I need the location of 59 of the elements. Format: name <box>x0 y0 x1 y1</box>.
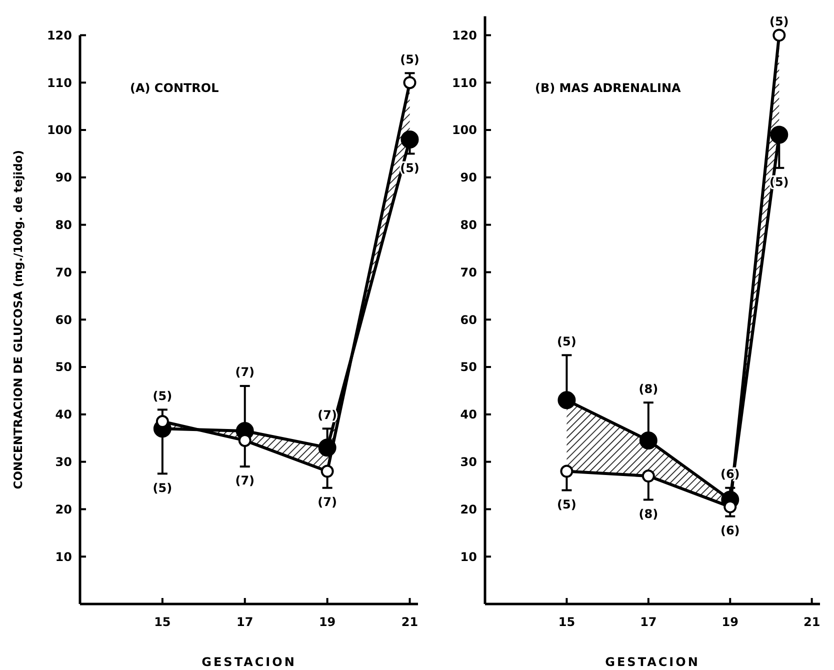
annotation: (6) <box>720 524 740 538</box>
point <box>560 464 574 478</box>
y-tick-label: 120 <box>452 28 477 42</box>
y-tick-label: 110 <box>452 76 477 90</box>
y-tick-label: 30 <box>460 455 477 469</box>
x-tick-label: 19 <box>722 615 738 629</box>
x-tick-label: 17 <box>640 615 657 629</box>
x-tick-label: 21 <box>401 615 418 629</box>
y-tick-label: 60 <box>55 312 72 327</box>
annotation: (8) <box>638 382 658 396</box>
y-tick-label: 50 <box>460 360 477 374</box>
y-tick-label: 90 <box>55 170 72 185</box>
y-axis-title: CONCENTRACION DE GLUCOSA (mg./100g. de tejido) <box>11 150 25 490</box>
annotation: (5) <box>152 480 172 495</box>
y-tick-label: 60 <box>460 312 477 327</box>
annotation: (7) <box>318 495 337 510</box>
x-axis-title: GESTACION <box>202 655 296 669</box>
annotation: (5) <box>152 388 172 403</box>
point <box>320 464 334 478</box>
y-tick-label: 90 <box>460 170 477 185</box>
y-tick-label: 70 <box>55 265 72 280</box>
y-tick-label: 20 <box>55 502 72 516</box>
y-tick-label: 40 <box>55 408 72 422</box>
point <box>403 76 416 90</box>
annotation: (5) <box>557 334 576 348</box>
point <box>639 431 658 450</box>
y-tick-label: 120 <box>46 28 72 42</box>
x-tick-label: 15 <box>558 615 576 629</box>
point <box>770 126 788 144</box>
annotation: (5) <box>400 52 420 66</box>
annotation: (7) <box>235 474 255 488</box>
x-tick-label: 19 <box>318 615 336 629</box>
point <box>558 391 576 410</box>
annotation: (7) <box>235 365 255 380</box>
x-tick-label: 15 <box>154 615 171 629</box>
y-tick-label: 70 <box>460 265 477 280</box>
y-tick-label: 100 <box>46 123 72 138</box>
y-tick-label: 80 <box>55 218 72 232</box>
point <box>642 470 655 483</box>
annotation: (5) <box>769 14 789 28</box>
x-tick-label: 17 <box>236 615 254 629</box>
y-tick-label: 50 <box>55 360 72 374</box>
point <box>772 28 786 42</box>
x-tick-label: 21 <box>803 615 820 629</box>
y-tick-label: 10 <box>460 550 477 564</box>
y-tick-label: 20 <box>460 502 477 516</box>
y-tick-label: 30 <box>55 455 72 469</box>
annotation: (8) <box>638 506 658 521</box>
y-tick-label: 80 <box>460 218 477 232</box>
point <box>400 130 419 148</box>
annotation: (5) <box>557 497 576 512</box>
y-tick-label: 110 <box>46 76 72 90</box>
y-tick-label: 40 <box>460 408 477 422</box>
text: (B) MAS ADRENALINA <box>535 81 682 96</box>
y-tick-label: 100 <box>452 123 477 138</box>
text: (A) CONTROL <box>130 81 220 96</box>
point <box>724 500 737 514</box>
x-axis-title: GESTACION <box>605 655 700 669</box>
y-tick-label: 10 <box>55 550 72 564</box>
